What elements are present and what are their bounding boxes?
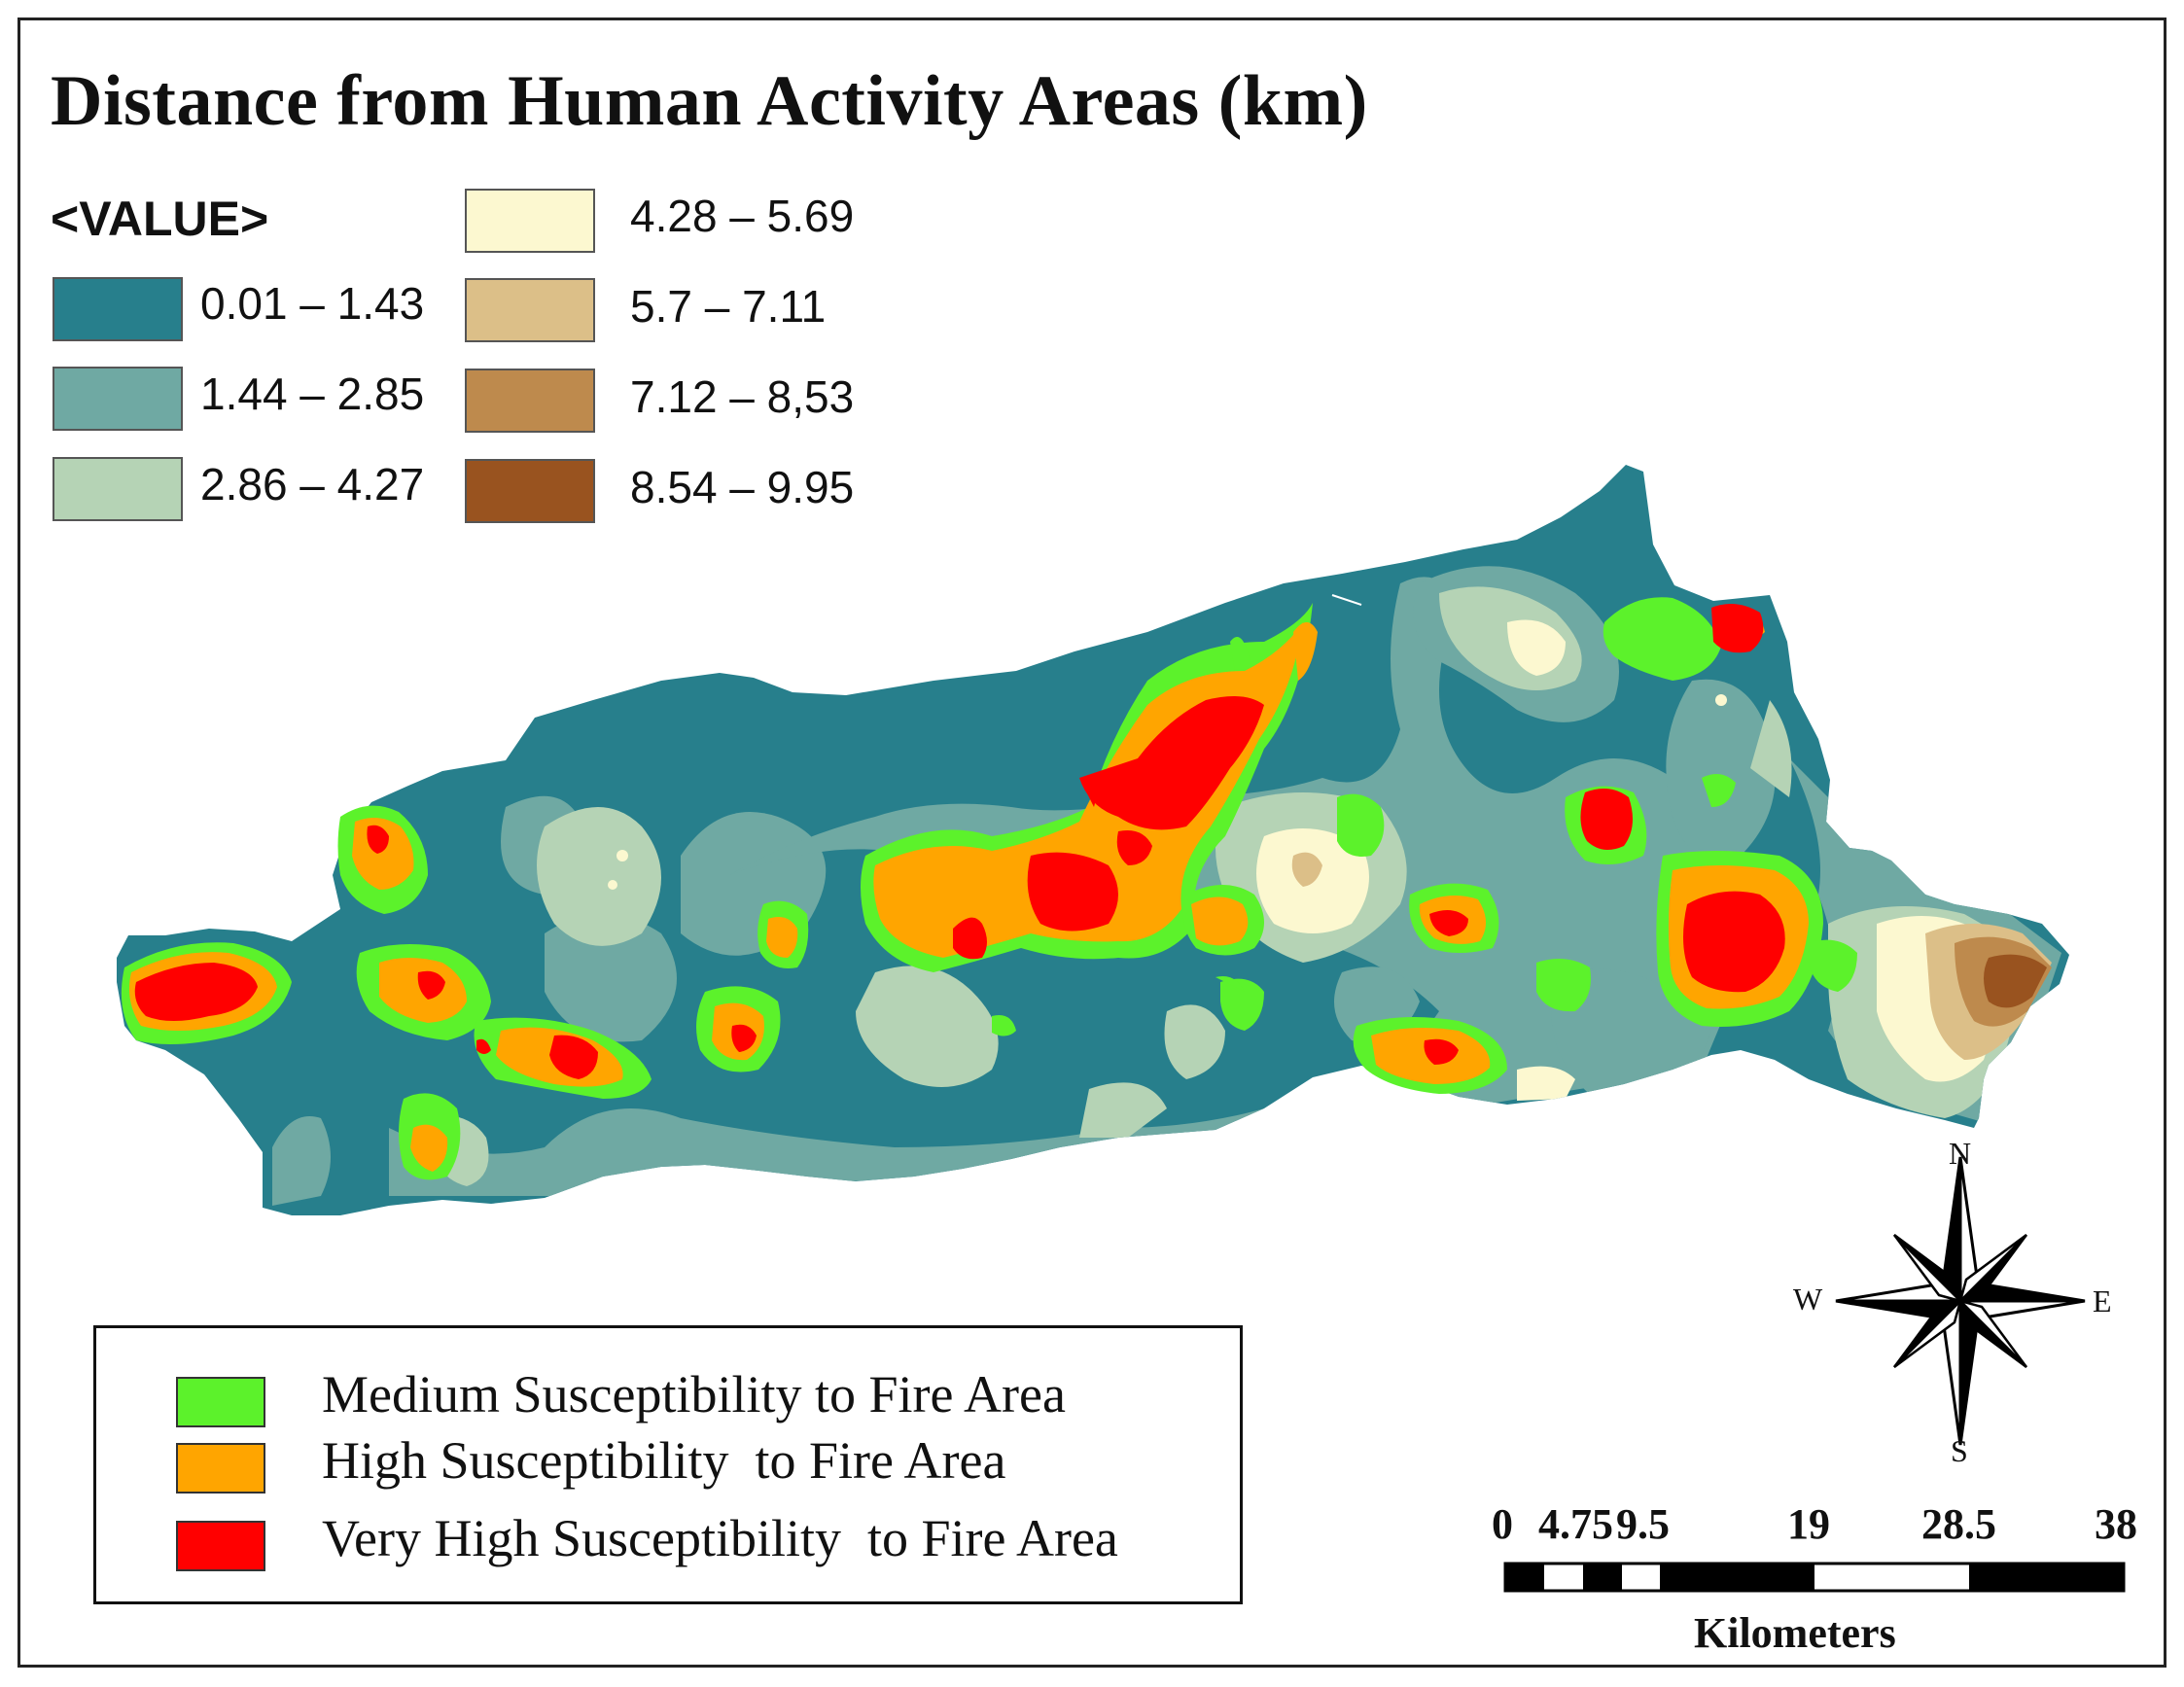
value-swatch [465,189,595,253]
scale-seg [1660,1564,1814,1591]
value-swatch [53,457,183,521]
value-swatch [53,277,183,341]
fire-susceptibility-legend: Medium Susceptibility to Fire Area High … [93,1325,1243,1604]
north-arrow [1835,1156,2086,1446]
fire-very-high-areas [134,604,1785,1079]
value-swatch [465,459,595,523]
compass-east-label: E [2093,1283,2112,1318]
fire-label-high: High Susceptibility to Fire Area [322,1431,1006,1490]
scale-seg [1969,1564,2124,1591]
coastal-inlet [1331,594,1362,606]
scale-seg [1505,1564,1544,1591]
value-label: 5.7 – 7.11 [630,281,827,332]
scale-tick-5: 38 [2095,1500,2137,1548]
scale-tick-3: 19 [1787,1500,1830,1548]
fire-swatch-very-high [176,1521,265,1571]
fire-label-very-high: Very High Susceptibility to Fire Area [322,1509,1118,1567]
study-region [117,465,2069,1215]
value-label: 4.28 – 5.69 [630,191,855,241]
value-legend-heading: <VALUE> [51,192,269,246]
value-label: 0.01 – 1.43 [200,278,425,329]
scale-tick-0: 0 [1492,1500,1513,1548]
scale-unit-label: Kilometers [1694,1609,1896,1657]
zone-8-54-9-95 [1984,954,2047,1008]
fire-swatch-high [176,1443,265,1494]
compass-north-label: N [1949,1136,1972,1171]
value-swatch [53,367,183,431]
value-label: 7.12 – 8,53 [630,371,855,422]
fire-swatch-medium [176,1377,265,1427]
scale-tick-4: 28.5 [1921,1500,1996,1548]
scale-bar [1503,1562,2126,1593]
value-swatch [465,369,595,433]
fire-label-medium: Medium Susceptibility to Fire Area [322,1365,1066,1423]
value-swatch [465,278,595,342]
map-title: Distance from Human Activity Areas (km) [51,61,1368,141]
value-label: 1.44 – 2.85 [200,369,425,419]
scale-tick-2: 9.5 [1616,1500,1670,1548]
scale-tick-1: 4.75 [1538,1500,1613,1548]
compass-west-label: W [1793,1282,1823,1317]
compass-south-label: S [1951,1433,1968,1468]
value-label: 8.54 – 9.95 [630,462,855,512]
scale-seg [1583,1564,1622,1591]
value-label: 2.86 – 4.27 [200,459,425,510]
